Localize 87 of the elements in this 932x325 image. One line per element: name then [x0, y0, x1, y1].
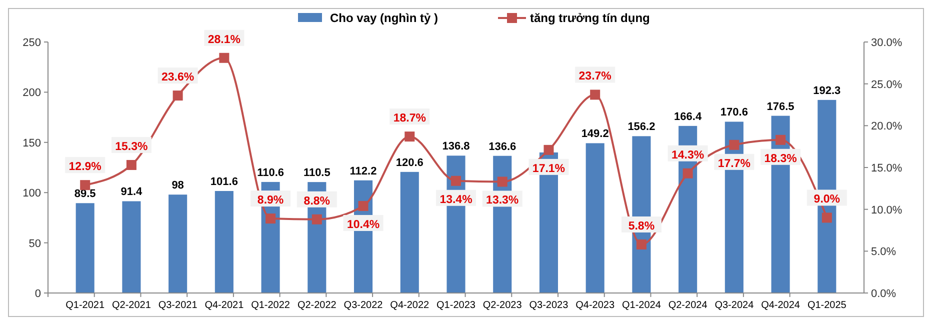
- point: [544, 144, 554, 155]
- x-tick-label: Q1-2021: [66, 300, 105, 311]
- data-label: 15.3%: [115, 140, 148, 153]
- y2-tick-label: 20.0%: [871, 120, 902, 133]
- y-tick-label: 100: [22, 188, 41, 200]
- data-label: 112.2: [350, 165, 377, 178]
- x-tick-label: Q3-2024: [714, 300, 754, 311]
- point: [682, 168, 693, 178]
- data-label: 89.5: [74, 188, 96, 200]
- x-tick-label: Q3-2021: [158, 300, 198, 311]
- x-tick-label: Q3-2023: [529, 300, 569, 311]
- bar: [168, 194, 188, 293]
- point: [219, 52, 230, 63]
- x-tick-label: Q4-2022: [390, 300, 430, 311]
- data-label: 136.6: [488, 140, 516, 153]
- x-tick-label: Q4-2021: [204, 300, 244, 311]
- data-label: 136.8: [442, 140, 470, 153]
- x-tick-label: Q2-2021: [112, 300, 152, 311]
- data-label: 156.2: [628, 121, 656, 134]
- x-tick-label: Q1-2024: [622, 300, 662, 311]
- y2-tick-label: 10.0%: [871, 204, 902, 216]
- y2-tick-label: 15.0%: [871, 162, 902, 174]
- data-label: 23.7%: [578, 70, 612, 83]
- point: [729, 140, 740, 150]
- x-tick-label: Q1-2023: [436, 300, 476, 311]
- y2-tick-label: 0.0%: [871, 288, 896, 300]
- data-label: 98: [172, 180, 184, 192]
- data-label: 10.4%: [346, 218, 380, 231]
- data-label: 5.8%: [628, 220, 655, 232]
- point: [636, 239, 646, 250]
- x-tick-label: Q2-2024: [668, 300, 708, 311]
- y2-tick-label: 5.0%: [871, 246, 896, 258]
- x-tick-label: Q1-2022: [251, 300, 290, 311]
- data-label: 28.1%: [208, 34, 240, 46]
- legend-label: tăng trưởng tín dụng: [530, 11, 650, 25]
- bar: [400, 172, 419, 293]
- data-label: 17.7%: [718, 158, 750, 170]
- data-label: 17.1%: [532, 162, 566, 175]
- bar: [122, 201, 141, 293]
- data-label: 91.4: [120, 186, 144, 198]
- x-tick-label: Q2-2023: [482, 300, 522, 311]
- x-tick-label: Q4-2023: [576, 300, 615, 311]
- data-label: 8.9%: [257, 194, 284, 207]
- legend-label: Cho vay (nghìn tỷ ): [330, 11, 438, 25]
- data-label: 9.0%: [814, 194, 840, 206]
- data-label: 120.6: [396, 156, 424, 169]
- data-label: 23.6%: [162, 72, 194, 84]
- data-label: 8.8%: [304, 195, 330, 208]
- data-label: 192.3: [813, 84, 841, 97]
- data-label: 170.6: [720, 106, 748, 119]
- point: [404, 132, 415, 142]
- x-tick-label: Q1-2025: [807, 300, 847, 311]
- x-tick-label: Q3-2022: [344, 300, 384, 311]
- data-label: 149.2: [581, 128, 609, 140]
- bar: [214, 190, 234, 293]
- data-label: 13.3%: [486, 194, 519, 207]
- y-tick-label: 50: [28, 238, 41, 250]
- bar: [76, 203, 94, 293]
- point: [451, 176, 461, 186]
- point: [822, 212, 832, 223]
- point: [126, 160, 136, 170]
- point: [312, 214, 322, 224]
- y2-tick-label: 25.0%: [871, 78, 902, 91]
- point: [266, 214, 276, 224]
- point: [590, 90, 600, 100]
- point: [172, 90, 183, 101]
- data-label: 101.6: [210, 176, 238, 188]
- y2-tick-label: 30.0%: [871, 37, 902, 49]
- data-label: 18.7%: [393, 112, 426, 125]
- y-tick-label: 250: [22, 37, 41, 49]
- data-label: 12.9%: [68, 161, 102, 174]
- point: [497, 176, 508, 187]
- bar: [586, 143, 604, 293]
- data-label: 166.4: [674, 110, 702, 123]
- y-tick-label: 150: [22, 137, 41, 150]
- y-tick-label: 0: [34, 288, 41, 300]
- data-label: 13.4%: [440, 194, 472, 206]
- data-label: 14.3%: [672, 149, 704, 162]
- data-label: 176.5: [766, 100, 794, 113]
- point: [358, 200, 368, 211]
- x-tick-label: Q2-2022: [297, 300, 337, 311]
- data-label: 110.5: [303, 167, 330, 180]
- data-label: 110.6: [257, 166, 284, 179]
- point: [776, 134, 786, 145]
- data-label: 18.3%: [764, 152, 797, 165]
- y-tick-label: 200: [22, 87, 41, 100]
- x-tick-label: Q4-2024: [761, 300, 800, 311]
